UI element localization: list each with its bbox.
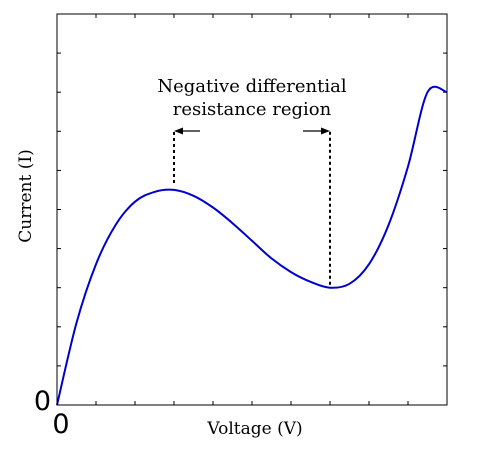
- annotation-lines: [173, 127, 331, 285]
- y-tick-label-zero: 0: [34, 386, 51, 417]
- annotation-line-2: resistance region: [173, 99, 332, 120]
- annotation-left-arrow-head: [174, 127, 183, 135]
- annotation-line-1: Negative differential: [157, 76, 346, 97]
- y-axis-title: Current (I): [16, 149, 36, 242]
- plot-frame: [56, 13, 448, 406]
- tick-marks: [57, 14, 447, 405]
- current-voltage-curve: [56, 85, 448, 406]
- annotation-right-arrow-head: [321, 127, 330, 135]
- x-axis-title: Voltage (V): [206, 419, 302, 439]
- x-tick-label-zero: 0: [52, 409, 69, 440]
